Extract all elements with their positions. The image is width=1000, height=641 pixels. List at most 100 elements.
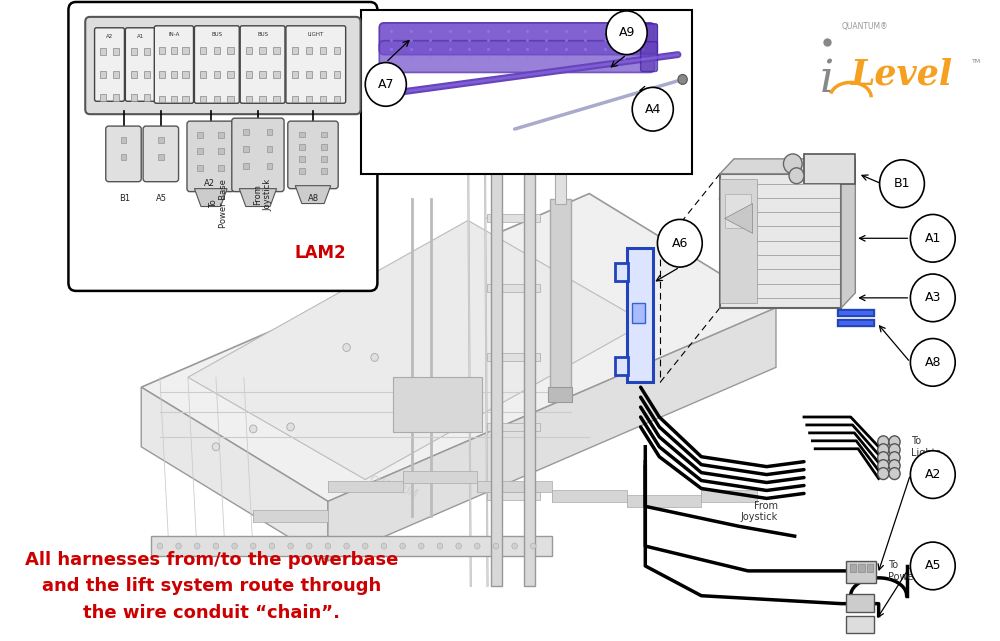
Bar bbox=[487, 423, 540, 431]
Bar bbox=[158, 137, 164, 144]
Circle shape bbox=[632, 87, 673, 131]
Text: B1: B1 bbox=[894, 177, 910, 190]
Bar bbox=[214, 71, 220, 78]
Bar bbox=[306, 96, 312, 103]
Bar bbox=[867, 564, 873, 572]
Bar bbox=[292, 71, 298, 78]
Bar bbox=[306, 71, 312, 78]
Bar bbox=[552, 490, 627, 503]
Bar bbox=[197, 165, 203, 171]
Circle shape bbox=[878, 468, 889, 479]
FancyBboxPatch shape bbox=[125, 28, 155, 101]
Bar bbox=[246, 96, 252, 103]
Text: A7: A7 bbox=[378, 78, 394, 91]
Bar bbox=[197, 149, 203, 154]
FancyBboxPatch shape bbox=[106, 126, 141, 181]
Polygon shape bbox=[720, 159, 855, 174]
Bar bbox=[306, 47, 312, 53]
Bar bbox=[361, 10, 692, 174]
Bar bbox=[131, 94, 137, 101]
Bar bbox=[273, 47, 280, 53]
Bar bbox=[131, 71, 137, 78]
Bar bbox=[218, 149, 224, 154]
Bar bbox=[299, 144, 305, 150]
Circle shape bbox=[910, 451, 955, 499]
Circle shape bbox=[889, 460, 900, 472]
Text: To
Lights: To Lights bbox=[911, 436, 941, 458]
Circle shape bbox=[269, 543, 275, 549]
Bar bbox=[267, 129, 272, 135]
Polygon shape bbox=[295, 186, 331, 204]
Bar bbox=[725, 194, 751, 228]
Text: A6: A6 bbox=[672, 237, 688, 250]
Bar bbox=[218, 165, 224, 171]
Bar bbox=[214, 47, 220, 53]
Bar bbox=[182, 96, 189, 103]
Bar bbox=[113, 71, 119, 78]
FancyBboxPatch shape bbox=[68, 2, 377, 291]
Bar bbox=[267, 163, 272, 169]
Bar bbox=[321, 169, 327, 174]
Circle shape bbox=[287, 423, 294, 431]
Circle shape bbox=[362, 543, 368, 549]
Bar bbox=[273, 71, 280, 78]
Text: A2: A2 bbox=[106, 34, 113, 38]
Bar bbox=[487, 145, 540, 153]
FancyBboxPatch shape bbox=[286, 26, 346, 103]
Bar bbox=[846, 561, 876, 583]
FancyBboxPatch shape bbox=[288, 121, 338, 188]
Text: i: i bbox=[820, 58, 834, 101]
Text: B1: B1 bbox=[119, 194, 130, 203]
Bar bbox=[182, 71, 189, 78]
Bar bbox=[627, 248, 653, 382]
FancyBboxPatch shape bbox=[154, 26, 194, 103]
Polygon shape bbox=[841, 159, 855, 308]
Bar bbox=[159, 96, 165, 103]
Circle shape bbox=[889, 444, 900, 456]
Circle shape bbox=[157, 543, 163, 549]
Bar bbox=[200, 47, 206, 53]
Bar bbox=[334, 47, 340, 53]
Polygon shape bbox=[239, 188, 277, 206]
Text: To
Power Base: To Power Base bbox=[209, 179, 228, 228]
Circle shape bbox=[365, 63, 406, 106]
Bar bbox=[144, 48, 150, 55]
Bar bbox=[144, 71, 150, 78]
Circle shape bbox=[878, 444, 889, 456]
Text: A3: A3 bbox=[925, 292, 941, 304]
Bar bbox=[320, 96, 326, 103]
Bar bbox=[487, 215, 540, 222]
FancyBboxPatch shape bbox=[187, 121, 235, 192]
Text: A8: A8 bbox=[308, 194, 319, 203]
Polygon shape bbox=[720, 174, 841, 308]
Bar bbox=[171, 47, 177, 53]
Text: A8: A8 bbox=[925, 356, 941, 369]
Text: A5: A5 bbox=[156, 194, 167, 203]
Bar bbox=[321, 131, 327, 137]
Bar bbox=[487, 353, 540, 362]
Bar bbox=[403, 470, 477, 483]
Bar bbox=[227, 96, 234, 103]
Bar bbox=[100, 48, 106, 55]
Bar bbox=[555, 139, 566, 204]
Bar bbox=[701, 490, 757, 503]
Circle shape bbox=[910, 274, 955, 322]
Bar bbox=[243, 163, 249, 169]
Circle shape bbox=[250, 543, 256, 549]
Circle shape bbox=[910, 542, 955, 590]
Bar bbox=[159, 71, 165, 78]
Bar bbox=[197, 132, 203, 138]
Bar bbox=[846, 615, 874, 633]
Bar bbox=[182, 47, 189, 53]
Circle shape bbox=[530, 543, 536, 549]
Text: A1: A1 bbox=[137, 34, 144, 38]
Bar bbox=[100, 71, 106, 78]
Circle shape bbox=[437, 543, 443, 549]
Circle shape bbox=[325, 543, 331, 549]
Bar bbox=[243, 146, 249, 153]
Circle shape bbox=[306, 543, 312, 549]
Bar bbox=[200, 96, 206, 103]
Bar bbox=[218, 132, 224, 138]
Text: A2: A2 bbox=[925, 468, 941, 481]
Circle shape bbox=[343, 344, 350, 351]
